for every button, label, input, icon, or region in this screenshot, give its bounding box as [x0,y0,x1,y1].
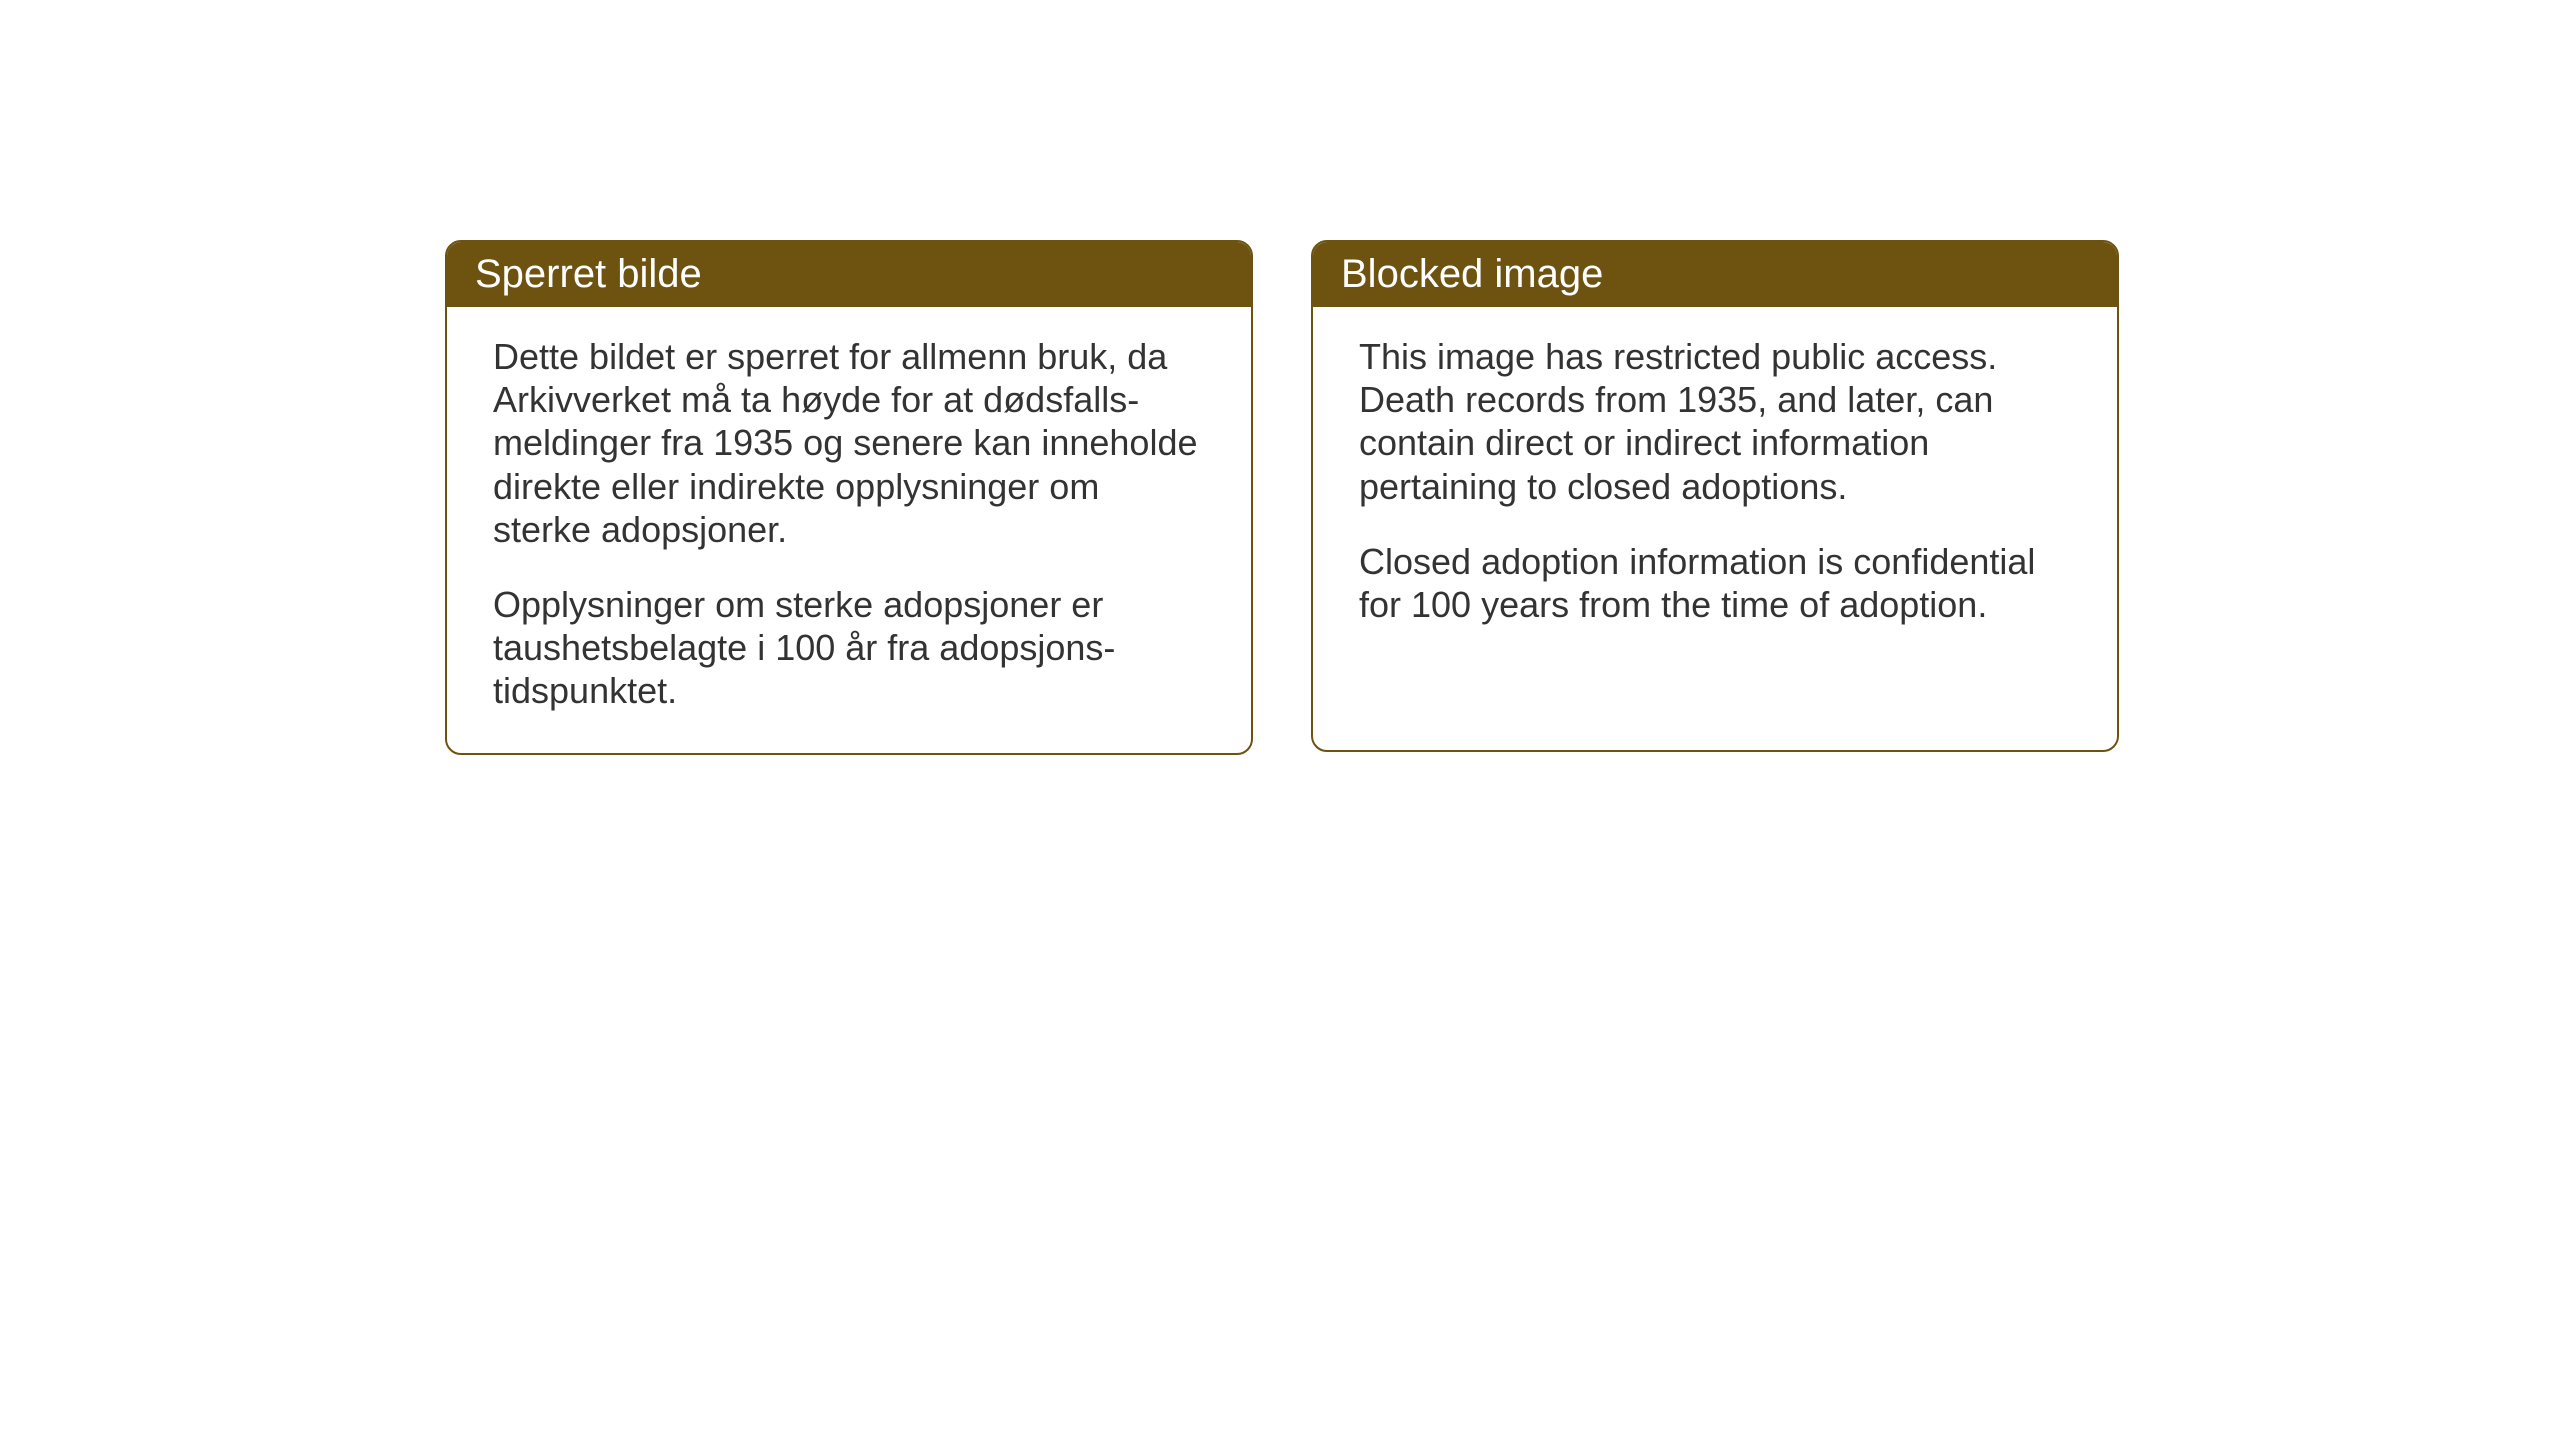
card-body-english: This image has restricted public access.… [1313,307,2117,666]
card-paragraph-1-english: This image has restricted public access.… [1359,335,2071,508]
blocked-image-card-norwegian: Sperret bilde Dette bildet er sperret fo… [445,240,1253,755]
blocked-image-card-english: Blocked image This image has restricted … [1311,240,2119,752]
card-body-norwegian: Dette bildet er sperret for allmenn bruk… [447,307,1251,753]
card-header-norwegian: Sperret bilde [447,242,1251,307]
card-header-english: Blocked image [1313,242,2117,307]
card-title-english: Blocked image [1341,252,1603,296]
card-title-norwegian: Sperret bilde [475,252,702,296]
card-paragraph-2-norwegian: Opplysninger om sterke adopsjoner er tau… [493,583,1205,713]
card-paragraph-2-english: Closed adoption information is confident… [1359,540,2071,626]
card-paragraph-1-norwegian: Dette bildet er sperret for allmenn bruk… [493,335,1205,551]
cards-container: Sperret bilde Dette bildet er sperret fo… [445,240,2119,755]
